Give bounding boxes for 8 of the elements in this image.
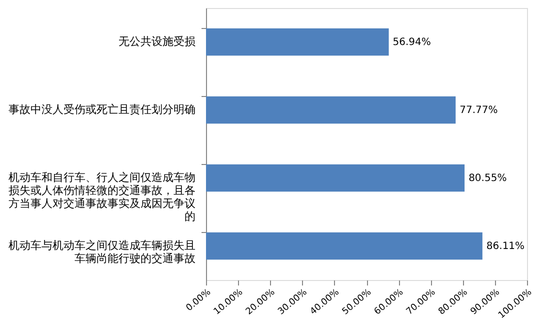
y-tick-label: 机动车和自行车、行人之间仅造成车物损失或人体伤情轻微的交通事故，且各方当事人对交通事故事实及成因无争议的 [8, 171, 196, 223]
data-label: 56.94% [392, 37, 431, 48]
data-label: 77.77% [460, 105, 498, 116]
y-tick-label: 无公共设施受损 [118, 35, 196, 48]
y-tick-label: 事故中没人受伤或死亡且责任划分明确 [8, 103, 196, 116]
data-label: 80.55% [468, 173, 507, 184]
data-label: 86.11% [486, 241, 525, 252]
y-tick-label: 机动车与机动车之间仅造成车辆损失且车辆尚能行驶的交通事故 [8, 239, 196, 265]
